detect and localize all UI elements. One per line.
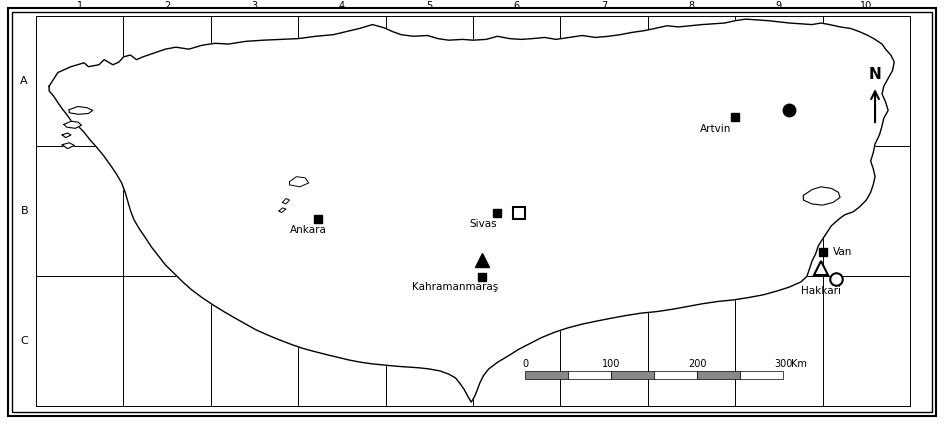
Polygon shape (49, 19, 894, 402)
Polygon shape (282, 198, 290, 204)
Bar (698, 371, 740, 379)
Text: 9: 9 (776, 1, 782, 11)
Text: 5: 5 (426, 1, 432, 11)
Text: Artvin: Artvin (700, 124, 732, 134)
Text: C: C (20, 336, 28, 346)
Text: 0: 0 (522, 360, 529, 369)
Text: A: A (21, 76, 28, 86)
Polygon shape (64, 121, 81, 128)
Text: Hakkari: Hakkari (801, 286, 841, 296)
Text: Kahramanmaraş: Kahramanmaraş (412, 282, 498, 292)
Text: 7: 7 (601, 1, 607, 11)
Text: 2: 2 (164, 1, 170, 11)
Bar (568, 371, 612, 379)
Text: 3: 3 (251, 1, 258, 11)
Text: 4: 4 (339, 1, 345, 11)
Polygon shape (803, 187, 840, 205)
Text: 10: 10 (860, 1, 872, 11)
Text: 6: 6 (514, 1, 520, 11)
Polygon shape (62, 133, 71, 138)
Text: 1: 1 (76, 1, 83, 11)
Text: 100: 100 (602, 360, 620, 369)
Bar (740, 371, 784, 379)
Text: Ankara: Ankara (290, 225, 327, 235)
Polygon shape (69, 106, 93, 114)
Text: Km: Km (791, 360, 807, 369)
Bar (654, 371, 698, 379)
Text: 8: 8 (688, 1, 695, 11)
Polygon shape (62, 143, 75, 148)
Bar (526, 371, 568, 379)
Polygon shape (290, 177, 309, 187)
Text: 200: 200 (688, 360, 706, 369)
Text: 300: 300 (774, 360, 792, 369)
Text: B: B (21, 206, 28, 216)
Text: Van: Van (834, 247, 852, 257)
Bar (612, 371, 654, 379)
Text: N: N (868, 67, 882, 82)
Text: Sivas: Sivas (469, 219, 497, 229)
Polygon shape (279, 208, 286, 212)
